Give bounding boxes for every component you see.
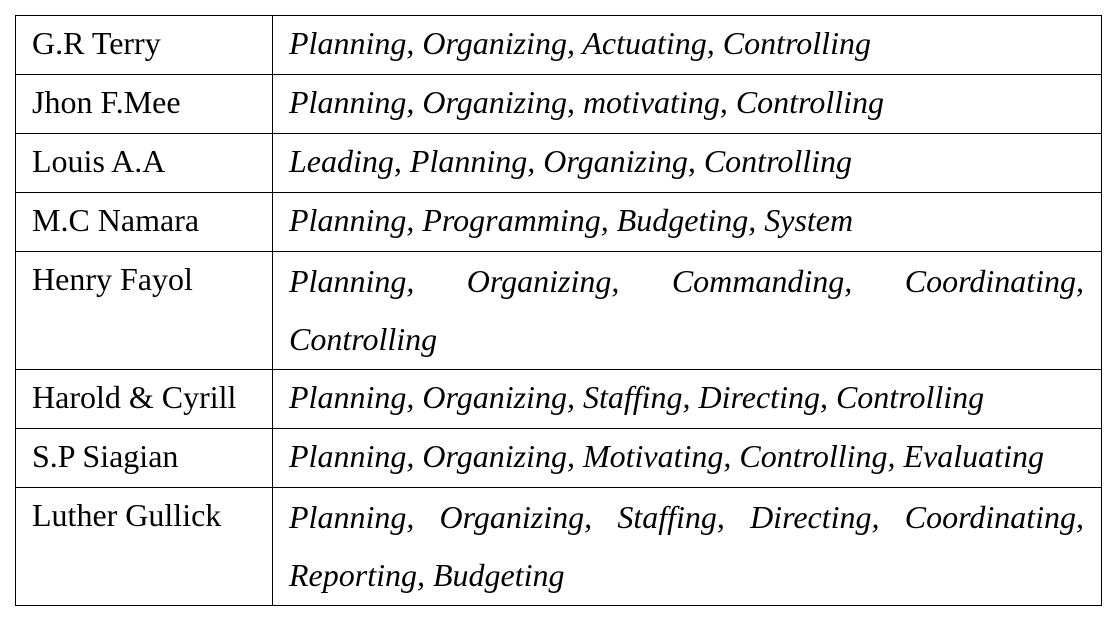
- author-cell: Harold & Cyrill: [15, 369, 273, 429]
- table-row: Louis A.A Leading, Planning, Organizing,…: [15, 133, 1102, 193]
- functions-cell: Planning, Organizing, Actuating, Control…: [272, 15, 1102, 75]
- author-cell: M.C Namara: [15, 192, 273, 252]
- management-functions-table: G.R Terry Planning, Organizing, Actuatin…: [15, 15, 1102, 606]
- functions-cell: Leading, Planning, Organizing, Controlli…: [272, 133, 1102, 193]
- functions-cell: Planning, Organizing, motivating, Contro…: [272, 74, 1102, 134]
- author-cell: S.P Siagian: [15, 428, 273, 488]
- table-row: S.P Siagian Planning, Organizing, Motiva…: [15, 428, 1102, 488]
- author-cell: G.R Terry: [15, 15, 273, 75]
- author-cell: Henry Fayol: [15, 251, 273, 370]
- table-row: Henry Fayol Planning, Organizing, Comman…: [15, 251, 1102, 370]
- author-cell: Luther Gullick: [15, 487, 273, 606]
- functions-cell: Planning, Programming, Budgeting, System: [272, 192, 1102, 252]
- functions-cell: Planning, Organizing, Motivating, Contro…: [272, 428, 1102, 488]
- functions-cell: Planning, Organizing, Commanding, Coordi…: [272, 251, 1102, 370]
- author-cell: Jhon F.Mee: [15, 74, 273, 134]
- table-row: Luther Gullick Planning, Organizing, Sta…: [15, 487, 1102, 606]
- table-row: G.R Terry Planning, Organizing, Actuatin…: [15, 15, 1102, 75]
- table-row: Jhon F.Mee Planning, Organizing, motivat…: [15, 74, 1102, 134]
- functions-cell: Planning, Organizing, Staffing, Directin…: [272, 487, 1102, 606]
- table-row: M.C Namara Planning, Programming, Budget…: [15, 192, 1102, 252]
- author-cell: Louis A.A: [15, 133, 273, 193]
- table-row: Harold & Cyrill Planning, Organizing, St…: [15, 369, 1102, 429]
- functions-cell: Planning, Organizing, Staffing, Directin…: [272, 369, 1102, 429]
